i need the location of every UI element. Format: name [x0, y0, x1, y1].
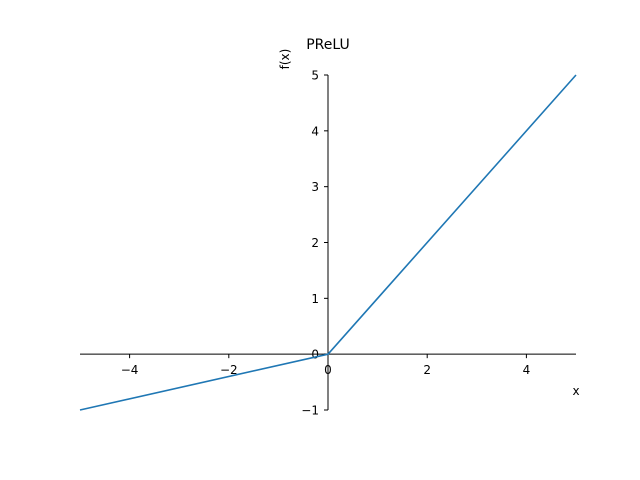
x-axis-label: x [572, 384, 579, 398]
y-tick-label: 1 [311, 292, 319, 306]
x-tick-label: −4 [121, 363, 139, 377]
y-tick-label: 2 [311, 236, 319, 250]
chart-title: PReLU [306, 37, 350, 53]
x-tick-label: −2 [220, 363, 238, 377]
y-tick-label: 3 [311, 180, 319, 194]
y-tick-label: −1 [301, 404, 319, 418]
x-tick-label: 0 [324, 363, 332, 377]
axes: −4 −2 0 2 4 −1 0 1 2 3 4 5 [80, 69, 576, 418]
prelu-series-line [79, 74, 577, 411]
y-tick-label: 0 [311, 348, 319, 362]
x-tick-label: 2 [423, 363, 431, 377]
plot-area [79, 74, 577, 411]
y-axis-label: f(x) [278, 49, 292, 70]
y-tick-label: 5 [311, 69, 319, 83]
x-tick-label: 4 [523, 363, 531, 377]
y-tick-label: 4 [311, 124, 319, 138]
